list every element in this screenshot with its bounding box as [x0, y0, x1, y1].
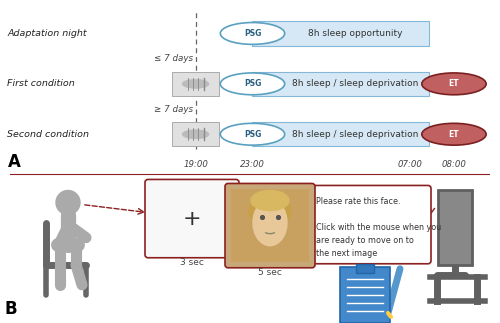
Text: First condition: First condition: [8, 79, 75, 89]
Text: B: B: [5, 300, 18, 318]
Text: 8h sleep / sleep deprivation: 8h sleep / sleep deprivation: [292, 79, 418, 89]
Text: Second condition: Second condition: [8, 130, 89, 139]
Text: 8h sleep / sleep deprivation: 8h sleep / sleep deprivation: [292, 130, 418, 139]
Text: +: +: [182, 209, 202, 229]
Text: ET: ET: [448, 79, 460, 89]
FancyBboxPatch shape: [252, 72, 429, 96]
FancyBboxPatch shape: [340, 267, 390, 323]
Text: Adaptation night: Adaptation night: [8, 29, 87, 38]
FancyBboxPatch shape: [145, 180, 239, 258]
Text: A: A: [8, 153, 20, 171]
Text: PSG: PSG: [244, 79, 261, 89]
Text: 08:00: 08:00: [442, 160, 466, 169]
Text: 3 sec: 3 sec: [180, 258, 204, 267]
Text: 8h sleep opportunity: 8h sleep opportunity: [308, 29, 402, 38]
Text: ≥ 7 days: ≥ 7 days: [154, 105, 193, 114]
FancyBboxPatch shape: [438, 191, 472, 265]
Text: ET: ET: [448, 130, 460, 139]
Circle shape: [182, 130, 209, 139]
Text: ≤ 7 days: ≤ 7 days: [154, 54, 193, 63]
Text: 07:00: 07:00: [398, 160, 422, 169]
Ellipse shape: [249, 194, 291, 227]
FancyBboxPatch shape: [356, 264, 374, 273]
Circle shape: [422, 73, 486, 95]
Circle shape: [56, 191, 80, 214]
FancyBboxPatch shape: [225, 183, 315, 268]
FancyBboxPatch shape: [252, 21, 429, 46]
FancyBboxPatch shape: [172, 122, 219, 146]
Text: PSG: PSG: [244, 29, 261, 38]
Text: Please rate this face.

Click with the mouse when you
are ready to move on to
th: Please rate this face. Click with the mo…: [316, 196, 442, 258]
Text: PSG: PSG: [244, 130, 261, 139]
Circle shape: [220, 23, 284, 44]
FancyBboxPatch shape: [172, 72, 219, 96]
Circle shape: [220, 73, 284, 95]
Circle shape: [422, 123, 486, 145]
Circle shape: [220, 123, 284, 145]
Ellipse shape: [251, 191, 289, 211]
Circle shape: [182, 79, 209, 89]
Text: 19:00: 19:00: [183, 160, 208, 169]
FancyBboxPatch shape: [307, 185, 431, 264]
Text: 5 sec: 5 sec: [258, 268, 282, 277]
Text: 23:00: 23:00: [240, 160, 265, 169]
FancyBboxPatch shape: [231, 190, 309, 262]
Ellipse shape: [253, 200, 287, 246]
FancyBboxPatch shape: [252, 122, 429, 146]
